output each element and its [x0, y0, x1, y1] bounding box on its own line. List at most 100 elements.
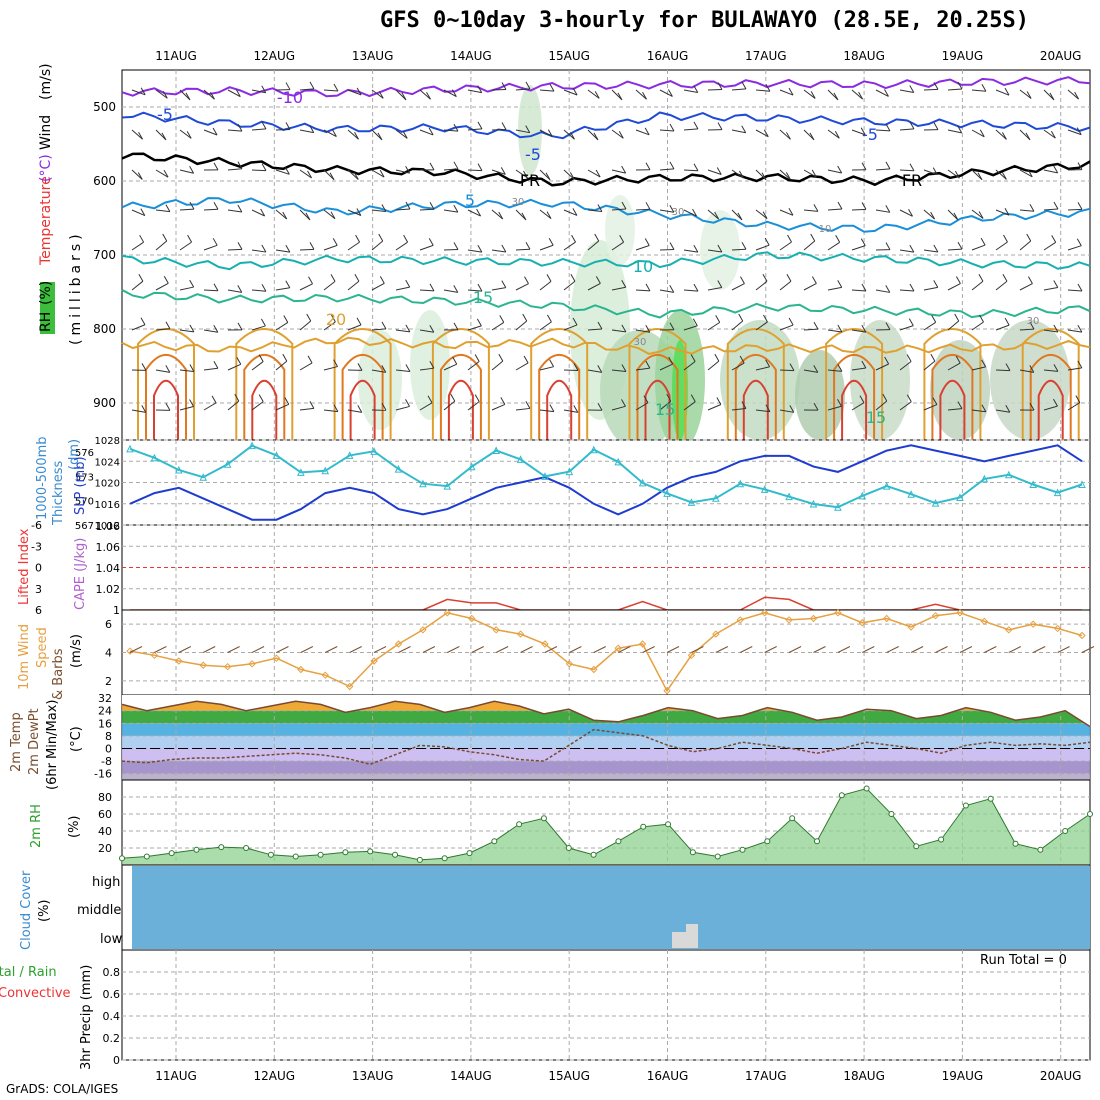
wind-ylabel-barbs: & Barbs — [51, 648, 66, 700]
warm-contour — [251, 379, 278, 950]
wind-barb-flag — [1053, 398, 1058, 407]
wind-barb-flag — [453, 161, 459, 170]
wind-barb — [299, 283, 313, 291]
wind-barb — [803, 89, 816, 99]
wind-barb-flag — [885, 322, 891, 330]
wind-barb — [827, 89, 839, 101]
wind-barb — [995, 280, 1008, 291]
thickness-point — [589, 445, 598, 454]
wind-barb-flag — [717, 82, 723, 90]
wind-barb — [299, 320, 312, 331]
wind-barb-flag — [955, 276, 961, 284]
thickness-point — [345, 451, 354, 459]
wind-barb — [995, 209, 1010, 216]
thickness-point — [467, 462, 476, 471]
wind-barb — [131, 169, 143, 180]
wind-barb-flag — [716, 397, 722, 405]
wind-barb — [947, 320, 960, 331]
wind-barb — [491, 360, 504, 371]
wind-barb-flag — [837, 324, 843, 333]
wind-barb-flag — [621, 280, 627, 288]
wind-barb-flag — [1053, 324, 1059, 333]
thickness-point — [297, 468, 305, 476]
wind-barb-flag — [141, 405, 147, 413]
wind-barb-flag — [545, 172, 551, 181]
wind-barb — [1019, 129, 1031, 141]
wind-barb-flag — [213, 201, 219, 210]
wind-barb-flag — [1029, 365, 1035, 373]
temp-tick-label: 8 — [105, 730, 112, 743]
warm-contour — [530, 328, 589, 950]
wind-barb-flag — [163, 276, 169, 284]
rh-shade — [672, 340, 688, 440]
wind-barb — [227, 168, 242, 171]
wind-barb-flag — [357, 363, 363, 371]
wind-barb-flag — [185, 92, 191, 101]
wind-barb-flag — [573, 363, 579, 371]
wind-barb — [539, 129, 553, 138]
temp-ylabel-minmax: (6hr Min/Max) — [45, 700, 60, 790]
wind-barb — [683, 325, 698, 331]
wind-barb-flag — [761, 172, 767, 181]
wind-barb-flag — [453, 204, 459, 213]
wind-speed-point — [760, 609, 769, 617]
thickness-point — [858, 491, 867, 500]
li-tick-label: 3 — [35, 583, 42, 596]
wind-ylabel-units: (m/s) — [69, 634, 84, 668]
warm-contour — [538, 353, 581, 950]
wind-barb — [395, 169, 410, 174]
wind-barb-flag — [379, 276, 385, 284]
wind-barb — [443, 89, 457, 98]
contour-5 — [121, 197, 1091, 233]
wind-barb-flag — [353, 172, 359, 180]
rh-point — [987, 795, 994, 802]
slp-tick-label: 1016 — [95, 500, 120, 511]
wind-barb-flag — [525, 81, 531, 90]
wind-barb — [1019, 283, 1033, 291]
wind-barb-flag — [428, 127, 434, 136]
wind-barb — [707, 321, 721, 331]
wind-barb — [299, 248, 315, 251]
wind-barb — [788, 646, 802, 653]
wind-barb-flag — [378, 91, 384, 99]
wind-barb-flag — [525, 242, 531, 250]
wind-barb-flag — [715, 315, 721, 323]
wind-barb-flag — [237, 204, 243, 213]
wind-barb-flag — [381, 365, 387, 373]
wind-barb-flag — [165, 321, 171, 330]
wind-barb — [419, 244, 434, 251]
x-tick-label-top: 14AUG — [450, 49, 492, 63]
wind-barb-flag — [569, 172, 575, 180]
wind-speed-point — [1053, 624, 1062, 633]
rh-point — [317, 851, 324, 858]
wind-barb — [275, 360, 288, 371]
wind-barb-flag — [789, 363, 795, 371]
wind-barb — [395, 329, 410, 333]
wind-barb — [371, 169, 385, 178]
contour-label: -5 — [862, 125, 878, 144]
wind-barb-flag — [669, 161, 675, 170]
wind-barb — [611, 329, 626, 333]
wind-barb-flag — [549, 359, 555, 367]
wind-barb-flag — [1053, 201, 1059, 210]
wind-barb — [731, 283, 745, 291]
wind-barb — [899, 361, 912, 371]
slp-tick-label: 1028 — [95, 436, 120, 447]
wind-barb — [947, 169, 960, 179]
wind-barb-flag — [429, 324, 435, 333]
li-tick-label: 0 — [35, 562, 42, 575]
wind-barb — [1043, 89, 1055, 101]
wind-barb — [227, 289, 242, 293]
wind-barb-flag — [429, 202, 435, 210]
wind-barb-flag — [617, 92, 623, 101]
series-2m-dewpt — [121, 728, 1091, 766]
wind-barb-flag — [501, 280, 507, 288]
wind-barb — [299, 407, 314, 411]
wind-barb — [299, 209, 311, 221]
x-tick-label-bottom: 17AUG — [745, 1069, 787, 1083]
wind-barb-flag — [453, 123, 459, 132]
wind-barb-flag — [332, 238, 338, 246]
rh-point — [392, 851, 399, 858]
wind-barb-flag — [716, 167, 722, 175]
wind-barb — [203, 129, 218, 136]
